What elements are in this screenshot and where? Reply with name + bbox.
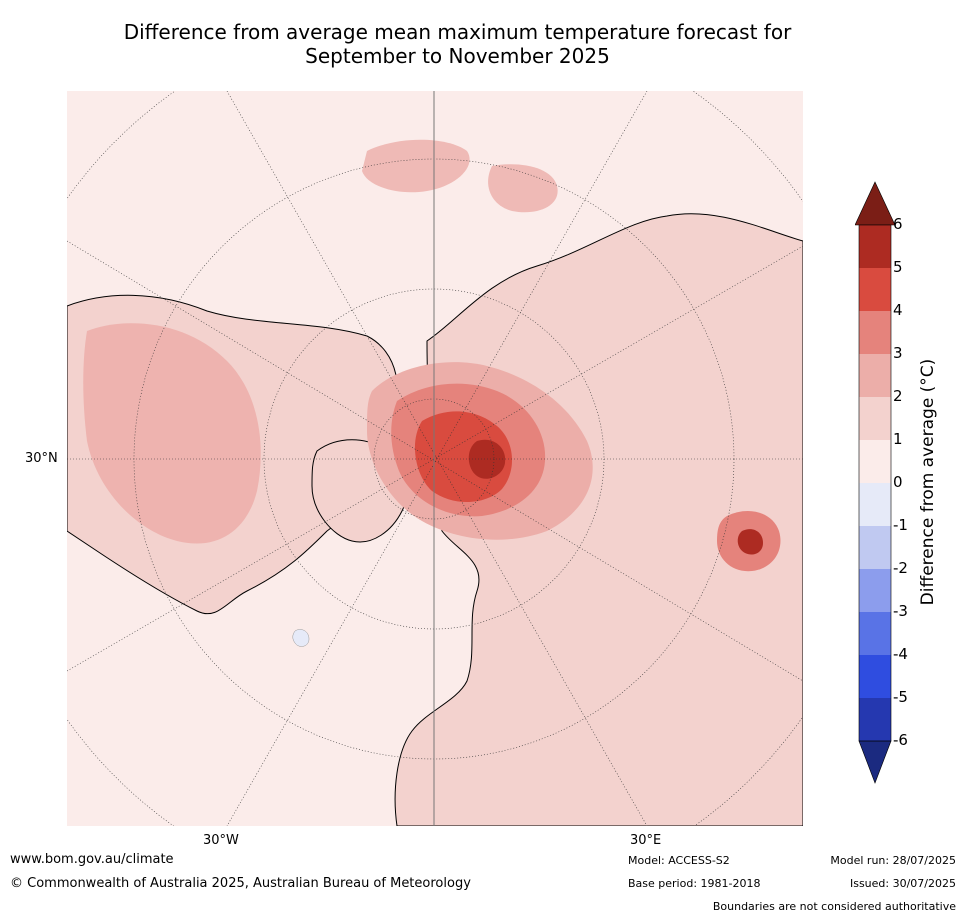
footer-copyright: © Commonwealth of Australia 2025, Austra… [10,876,471,891]
colorbar-bin-4-5 [859,268,891,311]
colorbar-bin-m1-0 [859,483,891,526]
title-line-1: Difference from average mean maximum tem… [123,20,792,44]
colorbar-bin-3-4 [859,311,891,354]
colorbar-bin-2-3 [859,354,891,397]
footer-model-run: Model run: 28/07/2025 [830,854,956,867]
footer-model: Model: ACCESS-S2 [628,854,730,867]
land-eurasia [394,213,803,826]
colorbar-tick-m5: -5 [893,688,908,706]
longitude-label-30w: 30°W [203,833,239,848]
forecast-map [67,91,803,826]
colorbar-over-arrow [855,181,895,226]
colorbar-label: Difference from average (°C) [918,358,938,606]
chart-title: Difference from average mean maximum tem… [60,20,855,68]
colorbar-tick-m2: -2 [893,559,908,577]
anomaly-arctic-core [468,439,506,479]
colorbar [855,181,895,784]
latitude-label-30n: 30°N [25,451,58,466]
footer-disclaimer: Boundaries are not considered authoritat… [712,900,956,913]
colorbar-bin-1-2 [859,397,891,440]
colorbar-tick-1: 1 [893,430,903,448]
anomaly-siberia-pacific [488,164,558,213]
footer-website-link[interactable]: www.bom.gov.au/climate [10,852,174,867]
colorbar-tick-m4: -4 [893,645,908,663]
anomaly-east-asia-core [737,529,763,555]
colorbar-tick-5: 5 [893,258,903,276]
colorbar-bin-0-1 [859,440,891,483]
colorbar-bin-m3-m2 [859,569,891,612]
colorbar-tick-m3: -3 [893,602,908,620]
title-line-2: September to November 2025 [305,44,610,68]
map-svg [67,91,803,826]
colorbar-under-arrow [858,740,892,784]
colorbar-tick-m6: -6 [893,731,908,749]
colorbar-bin-5-6 [859,225,891,268]
colorbar-tick-6: 6 [893,215,903,233]
colorbar-bin-m6-m5 [859,698,891,741]
colorbar-bin-m4-m3 [859,612,891,655]
footer-base-period: Base period: 1981-2018 [628,877,761,890]
colorbar-bin-m5-m4 [859,655,891,698]
colorbar-tick-m1: -1 [893,516,908,534]
anomaly-cool-atlantic [292,629,310,647]
colorbar-tick-3: 3 [893,344,903,362]
anomaly-pacific [362,139,470,193]
longitude-label-30e: 30°E [630,833,662,848]
colorbar-bin-m2-m1 [859,526,891,569]
colorbar-tick-2: 2 [893,387,903,405]
anomaly-north-america [83,323,261,544]
colorbar-tick-0: 0 [893,473,903,491]
anomaly-arctic-inner [414,411,513,503]
colorbar-tick-4: 4 [893,301,903,319]
footer-issued: Issued: 30/07/2025 [849,877,956,890]
